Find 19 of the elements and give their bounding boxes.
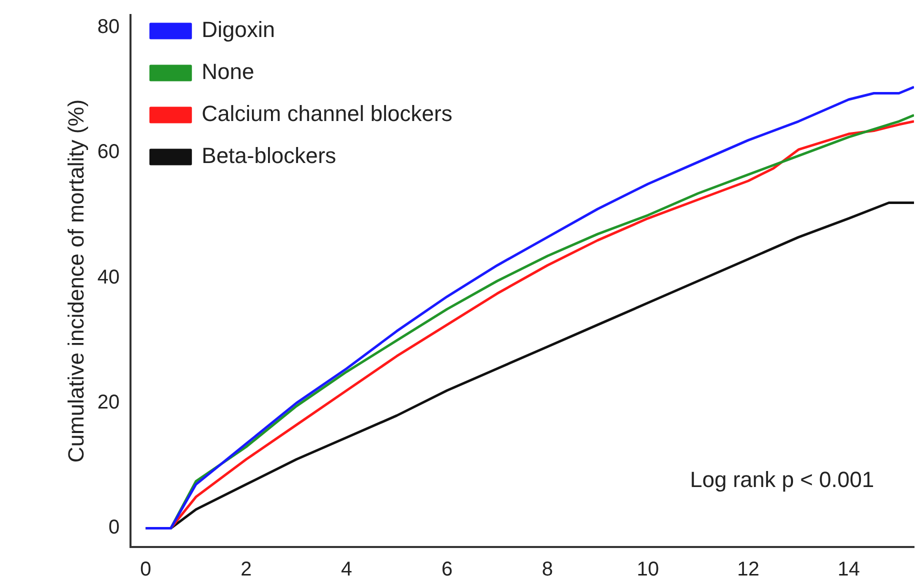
legend-label: None <box>202 59 254 84</box>
x-tick-label: 8 <box>542 558 553 581</box>
legend-label: Digoxin <box>202 17 276 42</box>
x-tick-label: 6 <box>441 558 453 581</box>
y-axis-title: Cumulative incidence of mortality (%) <box>63 99 88 463</box>
x-tick-label: 10 <box>636 558 659 581</box>
legend-label: Beta-blockers <box>202 143 336 168</box>
x-tick-label: 0 <box>140 558 152 581</box>
x-tick-label: 12 <box>737 558 760 581</box>
x-tick-label: 2 <box>240 558 252 581</box>
legend-label: Calcium channel blockers <box>202 101 452 126</box>
x-tick-label: 14 <box>838 558 860 581</box>
x-tick-label: 4 <box>341 558 352 581</box>
y-tick-label: 0 <box>108 516 120 539</box>
y-tick-label: 40 <box>97 266 120 288</box>
y-tick-label: 80 <box>97 16 120 38</box>
y-tick-label: 60 <box>97 141 120 164</box>
y-tick-label: 20 <box>97 392 120 414</box>
annotation: Log rank p < 0.001 <box>690 467 874 493</box>
